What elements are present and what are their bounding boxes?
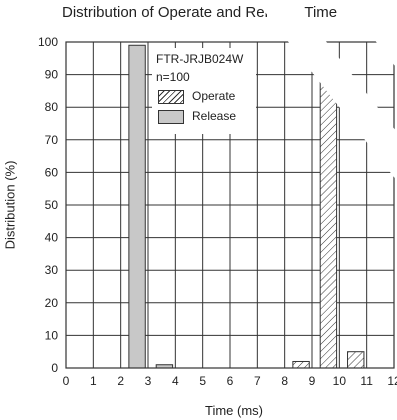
x-tick-label: 4 [172,374,179,388]
y-tick-label: 50 [45,198,59,212]
bar-operate [347,351,365,369]
legend-swatch-operate [158,90,184,104]
x-tick-label: 0 [63,374,70,388]
x-tick-label: 7 [254,374,261,388]
legend-label-operate: Operate [192,89,236,103]
x-tick-label: 11 [360,374,373,388]
y-axis-label: Distribution (%) [2,160,18,250]
x-tick-label: 12 [387,374,397,388]
x-tick-label: 8 [281,374,288,388]
legend-model: FTR-JRJB024W [156,52,244,66]
legend-swatch-release [158,110,184,124]
y-tick-label: 70 [45,133,59,147]
x-tick-label: 1 [90,374,97,388]
legend-label-release: Release [192,109,237,123]
legend-sample-size: n=100 [156,70,190,84]
y-tick-label: 100 [38,35,58,49]
x-tick-label: 6 [227,374,234,388]
x-tick-label: 9 [309,374,316,388]
plot-frame [65,41,395,369]
y-tick-label: 20 [45,296,59,310]
y-tick-label: 0 [51,361,58,375]
y-tick-label: 10 [45,328,59,342]
x-tick-label: 10 [333,374,347,388]
y-tick-label: 60 [45,165,59,179]
x-tick-label: 2 [117,374,124,388]
y-tick-label: 90 [45,68,59,82]
chart-legend: FTR-JRJB024W n=100 Operate Release [152,48,256,134]
x-axis-label: Time (ms) [205,403,264,418]
bar-release [128,44,146,369]
y-tick-label: 40 [45,231,59,245]
y-tick-label: 30 [45,263,59,277]
x-tick-label: 3 [145,374,152,388]
bar-operate [319,64,338,369]
x-tick-label: 5 [199,374,206,388]
y-tick-label: 80 [45,100,59,114]
bar-operate [292,360,310,369]
